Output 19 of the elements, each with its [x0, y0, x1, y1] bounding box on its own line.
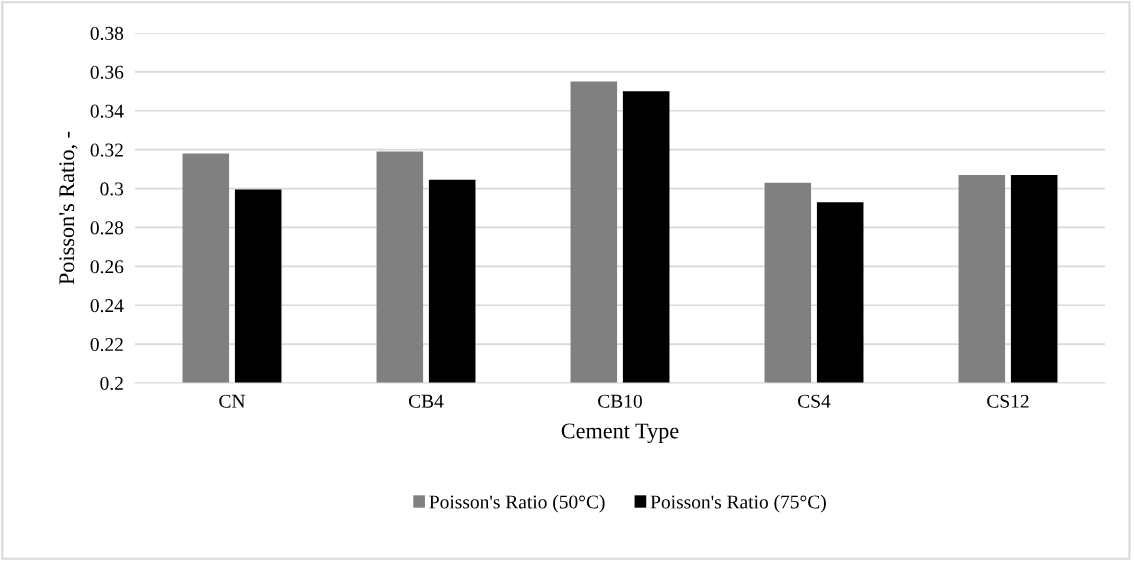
- legend-label: Poisson's Ratio (75°C): [650, 494, 826, 513]
- y-tick-label: 0.34: [90, 104, 124, 118]
- x-axis-title: Cement Type: [561, 423, 679, 444]
- y-tick-label: 0.32: [90, 143, 123, 157]
- y-tick-label: 0.2: [100, 376, 123, 391]
- y-tick-label: 0.26: [90, 260, 124, 274]
- y-tick-label: 0.28: [90, 221, 124, 235]
- x-tick-label: CB10: [598, 394, 642, 408]
- x-tick-label: CS12: [987, 394, 1029, 408]
- legend-label: Poisson's Ratio (50°C): [429, 494, 605, 513]
- y-tick-label: 0.22: [90, 337, 123, 352]
- y-tick-label: 0.3: [100, 182, 124, 196]
- x-tick-label: CB4: [408, 394, 444, 408]
- y-tick-label: 0.36: [90, 65, 124, 79]
- y-tick-label: 0.38: [90, 26, 124, 41]
- y-tick-label: 0.24: [90, 299, 124, 313]
- x-tick-label: CN: [219, 394, 246, 408]
- x-tick-label: CS4: [798, 394, 831, 408]
- y-axis-title: Poisson's Ratio, -: [59, 131, 78, 285]
